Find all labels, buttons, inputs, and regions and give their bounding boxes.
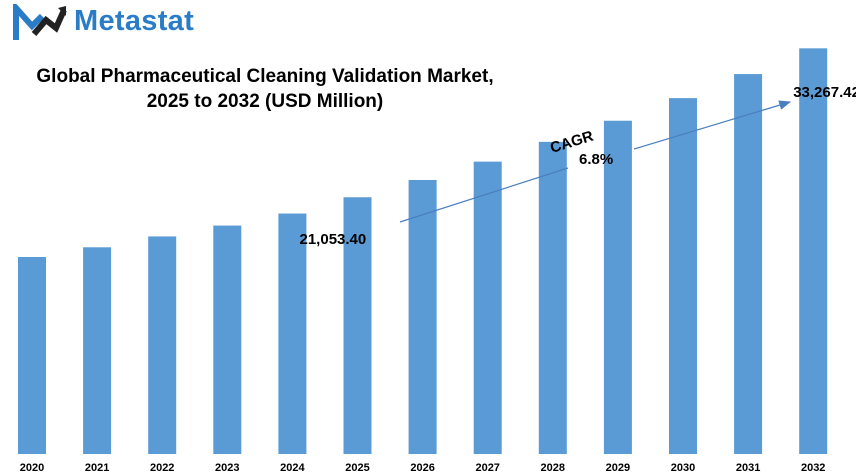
bar-2026 (408, 180, 437, 454)
bar-2020 (18, 256, 46, 454)
x-tick-label-2026: 2026 (410, 462, 434, 474)
bar-2025 (343, 197, 372, 454)
x-tick-label-2029: 2029 (606, 462, 630, 474)
bar-2027 (473, 161, 502, 455)
x-tick-label-2022: 2022 (150, 462, 174, 474)
brand-name: Metastat (74, 5, 195, 37)
bar-2032 (799, 48, 828, 454)
x-tick-label-2020: 2020 (20, 462, 44, 474)
cagr-arrow-line-upper (633, 100, 792, 150)
x-tick-label-2021: 2021 (85, 462, 109, 474)
x-tick-label-2028: 2028 (541, 462, 565, 474)
data-label-2025: 21,053.40 (300, 231, 367, 248)
bar-2022 (148, 236, 177, 454)
x-tick-label-2032: 2032 (801, 462, 825, 474)
x-tick-label-2023: 2023 (215, 462, 239, 474)
bar-2028 (538, 141, 567, 455)
bar-2021 (83, 247, 112, 454)
bar-2030 (669, 98, 697, 455)
chart-title-line-2: 2025 to 2032 (USD Million) (146, 91, 384, 112)
cagr-value: 6.8% (579, 151, 613, 168)
metastat-logo-icon (13, 4, 67, 40)
x-tick-label-2027: 2027 (475, 462, 499, 474)
chart-title-line-1: Global Pharmaceutical Cleaning Validatio… (36, 66, 494, 87)
bar-2029 (603, 120, 632, 455)
cagr-arrow-line-lower (399, 167, 569, 223)
bars-group (18, 48, 828, 455)
x-tick-label-2031: 2031 (736, 462, 760, 474)
x-tick-label-2025: 2025 (345, 462, 369, 474)
data-label-2032: 33,267.42 (793, 84, 856, 101)
x-tick-label-2024: 2024 (280, 462, 305, 474)
bar-2024 (278, 213, 307, 454)
brand-logo: Metastat (12, 4, 232, 44)
chart-title: Global Pharmaceutical Cleaning Validatio… (0, 64, 530, 114)
bar-2031 (734, 74, 763, 454)
x-axis-labels: 2020 2021 2022 2023 2024 2025 2026 2027 2028 2029… (20, 462, 826, 474)
bar-2023 (213, 225, 242, 454)
x-tick-label-2030: 2030 (671, 462, 695, 474)
